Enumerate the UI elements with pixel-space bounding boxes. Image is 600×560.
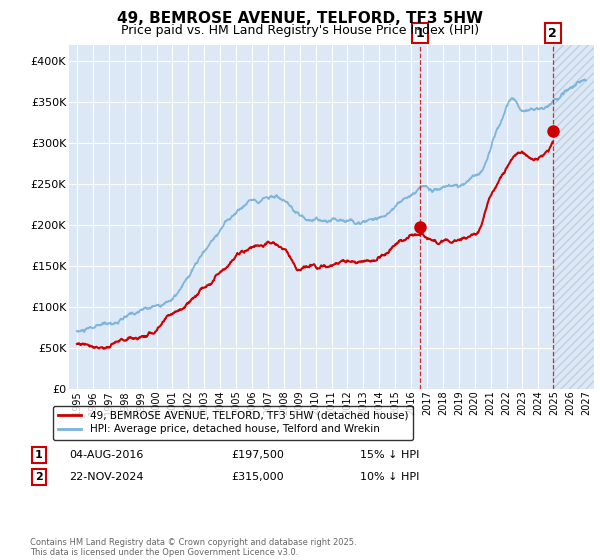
Text: 2: 2 — [548, 27, 557, 40]
Text: 49, BEMROSE AVENUE, TELFORD, TF3 5HW: 49, BEMROSE AVENUE, TELFORD, TF3 5HW — [117, 11, 483, 26]
Text: £197,500: £197,500 — [231, 450, 284, 460]
Legend: 49, BEMROSE AVENUE, TELFORD, TF3 5HW (detached house), HPI: Average price, detac: 49, BEMROSE AVENUE, TELFORD, TF3 5HW (de… — [53, 405, 413, 440]
Text: 04-AUG-2016: 04-AUG-2016 — [69, 450, 143, 460]
Text: 2: 2 — [35, 472, 43, 482]
Text: £315,000: £315,000 — [231, 472, 284, 482]
Text: 22-NOV-2024: 22-NOV-2024 — [69, 472, 143, 482]
Text: Price paid vs. HM Land Registry's House Price Index (HPI): Price paid vs. HM Land Registry's House … — [121, 24, 479, 37]
Text: 15% ↓ HPI: 15% ↓ HPI — [360, 450, 419, 460]
Text: 10% ↓ HPI: 10% ↓ HPI — [360, 472, 419, 482]
Text: 1: 1 — [35, 450, 43, 460]
Text: Contains HM Land Registry data © Crown copyright and database right 2025.
This d: Contains HM Land Registry data © Crown c… — [30, 538, 356, 557]
Text: 1: 1 — [416, 27, 425, 40]
